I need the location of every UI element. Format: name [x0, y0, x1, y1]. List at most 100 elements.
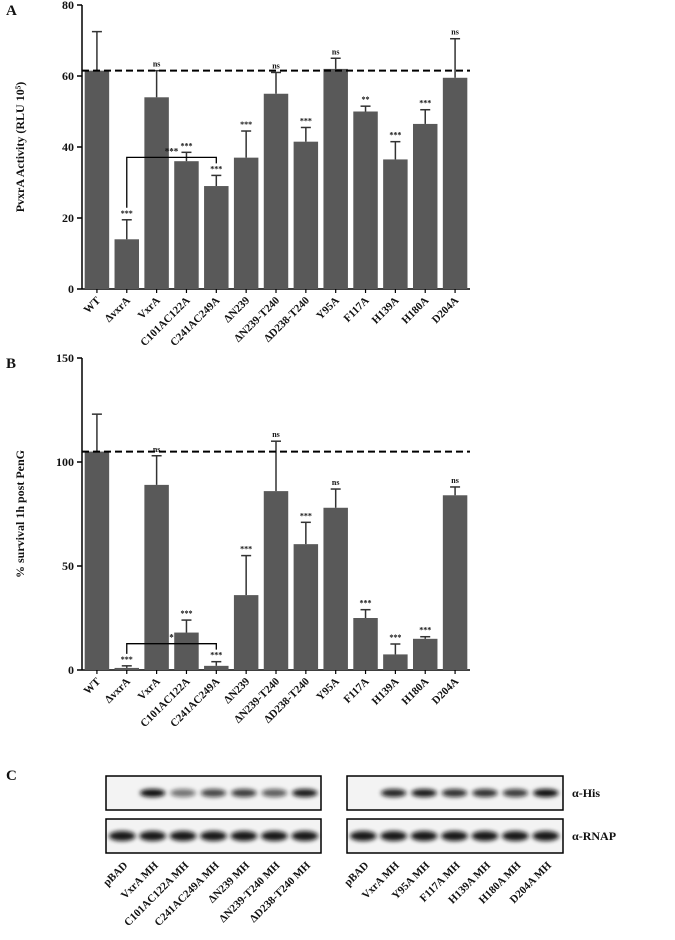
significance-label: ns — [153, 60, 161, 69]
y-tick-label: 20 — [62, 211, 74, 225]
error-bar — [450, 37, 461, 78]
x-tick-label: D204A — [430, 295, 461, 326]
significance-label: *** — [240, 545, 252, 554]
y-tick-label: 80 — [62, 0, 74, 12]
bracket-label: *** — [165, 146, 179, 156]
significance-label: ns — [272, 61, 280, 70]
significance-label: *** — [121, 655, 133, 664]
x-tick-label: WT — [82, 675, 104, 697]
significance-label: *** — [419, 99, 431, 108]
error-bar — [211, 174, 222, 187]
bar — [263, 93, 289, 289]
error-bar — [181, 619, 192, 633]
significance-label: ns — [332, 478, 340, 487]
error-bar — [450, 486, 461, 496]
error-bar — [300, 126, 311, 142]
x-tick-label: H139A — [370, 295, 402, 327]
significance-label: *** — [389, 131, 401, 140]
bar — [263, 491, 289, 670]
bar — [412, 638, 438, 670]
error-bar — [151, 69, 162, 98]
bar — [204, 665, 229, 670]
x-tick-label: VxrA — [136, 295, 163, 322]
error-bar — [91, 413, 102, 452]
error-bar — [271, 71, 281, 94]
bar — [144, 484, 169, 670]
bracket-label: * — [169, 633, 174, 643]
error-bar — [211, 660, 222, 666]
significance-label: *** — [389, 633, 401, 642]
error-bar — [420, 108, 431, 124]
significance-label: ns — [451, 476, 459, 485]
error-bar — [151, 455, 162, 485]
bar — [114, 667, 140, 670]
bar — [383, 654, 408, 670]
row-label: α-His — [572, 786, 600, 800]
x-tick-label: D204A — [430, 676, 461, 707]
band — [231, 789, 257, 797]
error-bar — [121, 219, 132, 240]
bar — [353, 111, 378, 289]
significance-label: *** — [419, 626, 431, 635]
error-bar — [330, 57, 341, 69]
band — [532, 831, 560, 841]
significance-label: ns — [272, 430, 280, 439]
significance-label: *** — [121, 209, 133, 218]
band — [200, 789, 227, 797]
band — [349, 831, 377, 841]
error-bar — [121, 665, 132, 668]
significance-label: *** — [300, 116, 312, 125]
row-label: α-RNAP — [572, 829, 616, 843]
significance-bracket — [126, 643, 217, 654]
error-bar — [360, 105, 371, 112]
significance-label: *** — [300, 511, 312, 520]
error-bar — [330, 488, 341, 508]
band — [533, 789, 559, 797]
y-axis-label: % survival 1h post PenG — [13, 450, 27, 578]
band — [291, 831, 319, 841]
significance-label: ns — [153, 445, 161, 454]
significance-label: ns — [332, 47, 340, 56]
y-tick-label: 0 — [68, 282, 74, 296]
x-tick-label: Y95A — [314, 676, 342, 704]
band — [170, 789, 196, 797]
bar — [233, 157, 259, 289]
panel-letter: A — [6, 3, 17, 19]
error-bar — [91, 30, 102, 71]
error-bar — [271, 440, 281, 492]
significance-label: ** — [362, 95, 370, 104]
y-tick-label: 0 — [68, 663, 74, 677]
significance-label: *** — [180, 141, 192, 150]
x-tick-label: F117A — [342, 676, 372, 706]
y-axis-label: PvxrA Activity (RLU 10⁵) — [13, 82, 27, 213]
significance-bracket — [126, 156, 217, 208]
band — [472, 789, 498, 797]
bar — [412, 123, 438, 289]
error-bar — [300, 521, 311, 545]
x-tick-label: VxrA — [136, 676, 163, 703]
significance-label: *** — [240, 120, 252, 129]
x-tick-label: ΔvxrA — [103, 676, 133, 706]
band — [502, 789, 529, 797]
error-bar — [360, 608, 371, 618]
band — [380, 789, 407, 797]
x-tick-label: H139A — [370, 676, 402, 708]
bar — [144, 97, 169, 289]
bar — [383, 159, 408, 289]
band — [292, 789, 318, 797]
y-tick-label: 50 — [62, 559, 74, 573]
panel-letter: C — [6, 768, 17, 784]
significance-label: *** — [210, 651, 222, 660]
error-bar — [241, 130, 252, 158]
x-tick-label: H180A — [400, 676, 432, 708]
significance-label: *** — [360, 599, 372, 608]
x-tick-label: ΔvxrA — [103, 295, 133, 325]
band — [380, 831, 408, 841]
band — [108, 831, 136, 841]
bar — [233, 595, 259, 670]
x-tick-label: WT — [82, 294, 104, 316]
band — [230, 831, 258, 841]
band — [471, 831, 499, 841]
